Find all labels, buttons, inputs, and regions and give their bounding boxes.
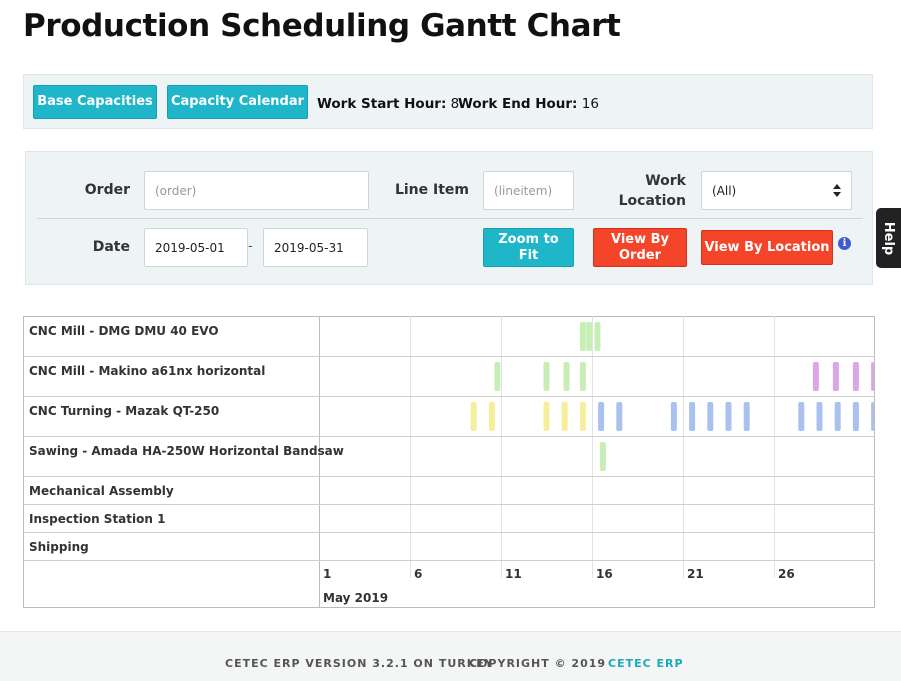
resource-label: Sawing - Amada HA-250W Horizontal Bandsa… bbox=[29, 444, 344, 458]
task-bar[interactable] bbox=[598, 402, 605, 431]
task-bar[interactable] bbox=[812, 362, 819, 391]
filter-panel: Order Line Item Work Location (All) Date… bbox=[25, 151, 873, 285]
task-bar[interactable] bbox=[616, 402, 623, 431]
task-bar[interactable] bbox=[689, 402, 696, 431]
task-bar[interactable] bbox=[852, 362, 859, 391]
task-bar[interactable] bbox=[871, 402, 874, 431]
view-by-order-line1: View By bbox=[610, 231, 670, 247]
help-tab[interactable]: Help bbox=[876, 208, 901, 268]
task-bar[interactable] bbox=[743, 402, 750, 431]
date-separator: - bbox=[248, 239, 253, 254]
work-location-label-line2: Location bbox=[618, 193, 686, 209]
date-from-input[interactable] bbox=[144, 228, 248, 267]
work-location-value: (All) bbox=[712, 183, 737, 198]
work-end-value: 16 bbox=[581, 96, 599, 112]
task-bar[interactable] bbox=[543, 402, 550, 431]
task-bar[interactable] bbox=[579, 322, 586, 351]
gantt-chart: CNC Mill - DMG DMU 40 EVO CNC Mill - Maki… bbox=[23, 316, 875, 611]
gantt-grid bbox=[23, 316, 875, 608]
x-tick-label: 26 bbox=[778, 567, 795, 581]
zoom-to-fit-line2: Fit bbox=[518, 247, 539, 263]
work-location-select[interactable]: (All) bbox=[701, 171, 852, 210]
task-bar[interactable] bbox=[871, 362, 874, 391]
resource-label: Shipping bbox=[29, 540, 89, 554]
zoom-to-fit-line1: Zoom to bbox=[498, 231, 559, 247]
x-tick-label: 16 bbox=[596, 567, 613, 581]
work-end-label: Work End Hour: bbox=[458, 96, 578, 112]
task-bar[interactable] bbox=[798, 402, 805, 431]
work-location-label: Work Location bbox=[606, 171, 686, 211]
capacity-calendar-button[interactable]: Capacity Calendar bbox=[167, 85, 308, 119]
task-bar[interactable] bbox=[561, 402, 568, 431]
task-bar[interactable] bbox=[707, 402, 714, 431]
order-label: Order bbox=[84, 182, 130, 198]
order-input[interactable] bbox=[144, 171, 369, 210]
work-location-label-line1: Work bbox=[645, 173, 686, 189]
resource-label: Inspection Station 1 bbox=[29, 512, 166, 526]
work-end-hour: Work End Hour: 16 bbox=[458, 96, 599, 112]
line-item-label: Line Item bbox=[394, 182, 469, 198]
info-icon[interactable]: i bbox=[838, 237, 851, 250]
task-bar[interactable] bbox=[816, 402, 823, 431]
footer-version: CETEC ERP VERSION 3.2.1 ON TURKEY bbox=[225, 657, 494, 670]
month-label: May 2019 bbox=[323, 591, 389, 605]
x-tick-label: 11 bbox=[505, 567, 522, 581]
task-bar[interactable] bbox=[579, 402, 586, 431]
task-bar[interactable] bbox=[563, 362, 570, 391]
footer: CETEC ERP VERSION 3.2.1 ON TURKEY COPYRI… bbox=[0, 631, 901, 681]
line-item-input[interactable] bbox=[483, 171, 574, 210]
x-tick-label: 6 bbox=[414, 567, 423, 581]
task-bar[interactable] bbox=[852, 402, 859, 431]
footer-copyright: COPYRIGHT © 2019 bbox=[469, 657, 607, 670]
gantt-frame bbox=[23, 316, 875, 608]
toolbar: Base Capacities Capacity Calendar Work S… bbox=[23, 74, 873, 129]
resource-label: Mechanical Assembly bbox=[29, 484, 174, 498]
work-start-value: 8 bbox=[450, 96, 460, 112]
page-title: Production Scheduling Gantt Chart bbox=[23, 8, 621, 44]
task-bar[interactable] bbox=[579, 362, 586, 391]
view-by-location-button[interactable]: View By Location bbox=[701, 230, 833, 265]
select-arrows-icon bbox=[833, 184, 841, 197]
task-bar[interactable] bbox=[832, 362, 839, 391]
task-bar[interactable] bbox=[543, 362, 550, 391]
date-label: Date bbox=[92, 239, 130, 255]
work-start-label: Work Start Hour: bbox=[317, 96, 447, 112]
task-bar[interactable] bbox=[488, 402, 495, 431]
x-tick-label: 21 bbox=[687, 567, 704, 581]
task-bar[interactable] bbox=[470, 402, 477, 431]
zoom-to-fit-button[interactable]: Zoom to Fit bbox=[483, 228, 574, 267]
resource-label: CNC Mill - DMG DMU 40 EVO bbox=[29, 324, 219, 338]
task-bar[interactable] bbox=[725, 402, 732, 431]
task-bar[interactable] bbox=[586, 322, 593, 351]
resource-label: CNC Turning - Mazak QT-250 bbox=[29, 404, 220, 418]
task-bar[interactable] bbox=[494, 362, 501, 391]
date-to-input[interactable] bbox=[263, 228, 368, 267]
filter-divider bbox=[37, 218, 863, 219]
task-bar[interactable] bbox=[670, 402, 677, 431]
task-bar[interactable] bbox=[594, 322, 601, 351]
view-by-order-line2: Order bbox=[619, 247, 661, 263]
task-bar[interactable] bbox=[599, 442, 606, 471]
view-by-order-button[interactable]: View By Order bbox=[593, 228, 687, 267]
work-start-hour: Work Start Hour: 8 bbox=[317, 96, 459, 112]
x-tick-label: 1 bbox=[323, 567, 332, 581]
footer-link[interactable]: CETEC ERP bbox=[608, 657, 684, 670]
help-label: Help bbox=[881, 221, 896, 255]
base-capacities-button[interactable]: Base Capacities bbox=[33, 85, 157, 119]
task-bar[interactable] bbox=[834, 402, 841, 431]
resource-label: CNC Mill - Makino a61nx horizontal bbox=[29, 364, 266, 378]
